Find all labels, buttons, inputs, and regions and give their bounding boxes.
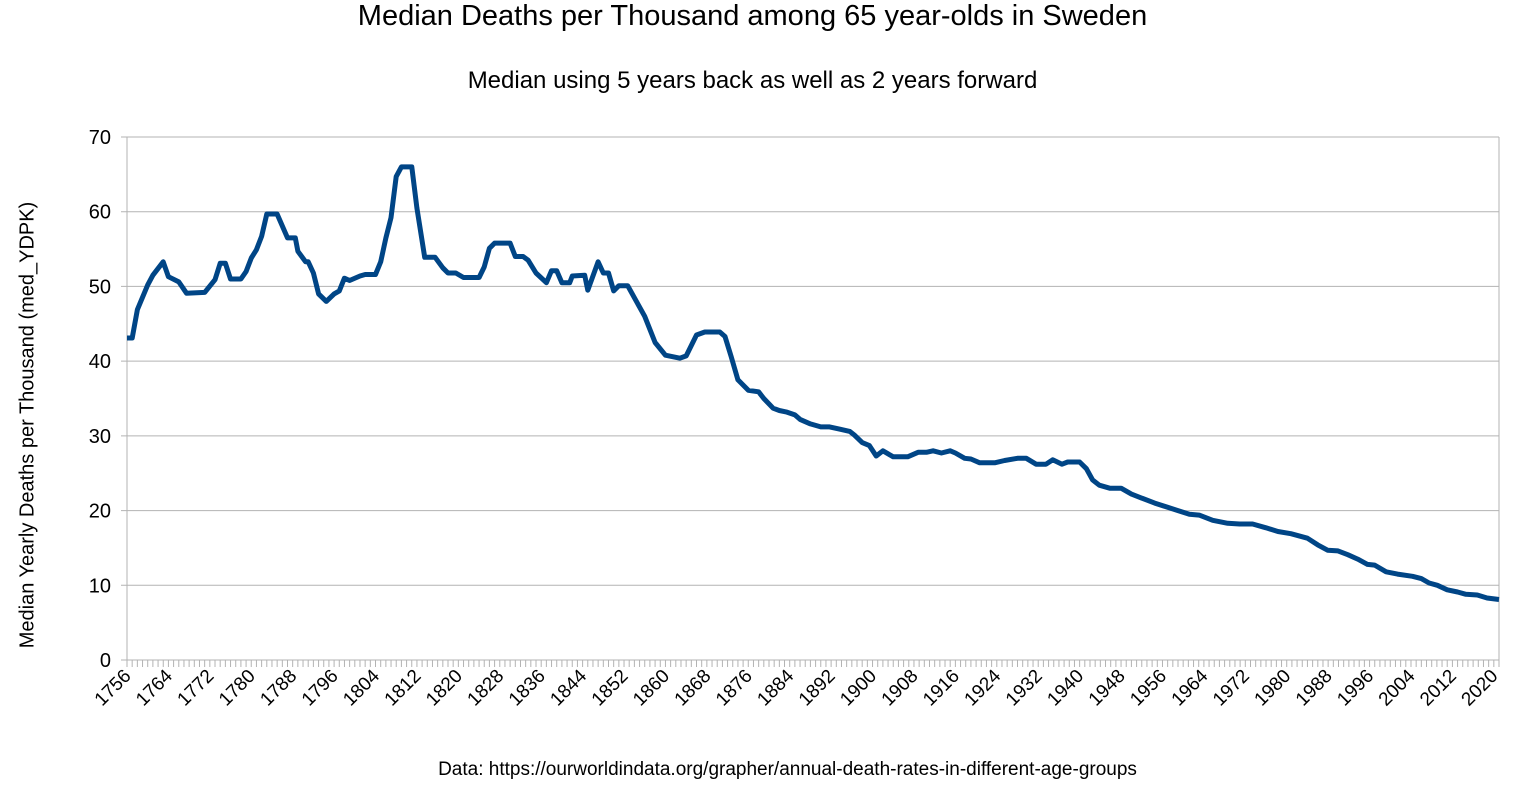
- x-tick-label: 1788: [256, 666, 301, 711]
- y-tick-label: 50: [89, 276, 111, 298]
- x-tick-label: 1868: [671, 666, 716, 711]
- y-tick-label: 0: [100, 650, 111, 672]
- x-tick-label: 1804: [339, 665, 384, 710]
- x-tick-label: 1924: [961, 665, 1006, 710]
- x-tick-label: 1844: [546, 665, 591, 710]
- x-tick-label: 1812: [381, 666, 426, 711]
- x-tick-label: 1996: [1333, 666, 1378, 711]
- x-tick-label: 1764: [132, 665, 177, 710]
- x-tick-label: 1820: [422, 666, 467, 711]
- x-tick-label: 1884: [753, 665, 798, 710]
- y-tick-label: 30: [89, 426, 111, 448]
- data-source-footer: Data: https://ourworldindata.org/grapher…: [438, 759, 1137, 780]
- y-tick-label: 70: [89, 127, 111, 149]
- x-tick-label: 1972: [1209, 666, 1254, 711]
- x-tick-label: 2020: [1458, 666, 1503, 711]
- y-tick-label: 40: [89, 351, 111, 373]
- x-tick-label: 2004: [1375, 665, 1420, 710]
- y-tick-label: 10: [89, 575, 111, 597]
- x-tick-label: 1980: [1251, 666, 1296, 711]
- y-tick-labels: 0 10 20 30 40 50 60 70: [89, 127, 111, 672]
- x-tick-label: 1956: [1126, 666, 1171, 711]
- series-line-med_YDPK: [127, 164, 1500, 602]
- x-tick-labels: 1756176417721780178817961804181218201828…: [91, 665, 1503, 710]
- x-tick-label: 1940: [1043, 666, 1088, 711]
- x-tick-label: 1908: [878, 666, 923, 711]
- x-tick-label: 1916: [919, 666, 964, 711]
- x-tick-label: 1860: [629, 666, 674, 711]
- chart-title: Median Deaths per Thousand among 65 year…: [357, 0, 1148, 32]
- x-tick-label: 1964: [1168, 665, 1213, 710]
- x-tick-label: 1988: [1292, 666, 1337, 711]
- x-tick-label: 1900: [836, 666, 881, 711]
- gridlines: [121, 136, 1499, 661]
- x-tick-label: 1772: [174, 666, 219, 711]
- series: [127, 164, 1500, 602]
- x-tick-label: 1796: [298, 666, 343, 711]
- x-tick-label: 1828: [464, 666, 509, 711]
- y-tick-label: 20: [89, 501, 111, 523]
- x-tick-label: 1756: [91, 666, 136, 711]
- x-tick-label: 1852: [588, 666, 633, 711]
- x-tick-label: 1780: [215, 666, 260, 711]
- x-tick-label: 1948: [1085, 666, 1130, 711]
- chart-subtitle: Median using 5 years back as well as 2 y…: [467, 67, 1038, 94]
- x-tick-label: 1892: [795, 666, 840, 711]
- axes: [126, 137, 1500, 667]
- x-tick-label: 1876: [712, 666, 757, 711]
- x-tick-label: 2012: [1416, 666, 1461, 711]
- x-tick-label: 1836: [505, 666, 550, 711]
- x-tick-label: 1932: [1002, 666, 1047, 711]
- y-tick-label: 60: [89, 202, 111, 224]
